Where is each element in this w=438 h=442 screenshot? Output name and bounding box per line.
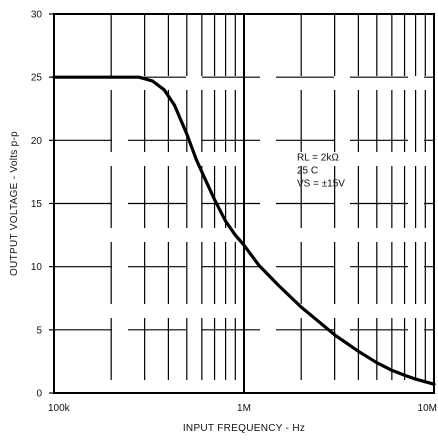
x-axis-title: INPUT FREQUENCY - Hz <box>183 423 305 434</box>
x-tick-label: 10M <box>418 403 437 414</box>
y-tick-label: 25 <box>31 73 43 84</box>
y-tick-label: 10 <box>31 262 43 273</box>
annotation-load-resistance: RL = 2kΩ <box>297 153 339 164</box>
y-tick-label: 5 <box>36 325 42 336</box>
output-voltage-curve <box>52 75 436 386</box>
annotation-supply-voltage: VS = ±15V <box>297 179 345 190</box>
y-tick-label: 0 <box>36 389 42 400</box>
y-tick-label: 30 <box>31 10 43 21</box>
y-tick-label: 20 <box>31 136 43 147</box>
grid <box>54 14 434 393</box>
x-tick-label: 100k <box>48 403 71 414</box>
tick-labels: 0 5 10 15 20 25 30 100k 1M 10M <box>31 10 437 415</box>
annotation-temperature: 25 C <box>297 166 318 177</box>
y-tick-label: 15 <box>31 199 43 210</box>
x-tick-label: 1M <box>237 403 251 414</box>
y-axis-title: OUTPUT VOLTAGE - Volts p-p <box>9 131 20 276</box>
